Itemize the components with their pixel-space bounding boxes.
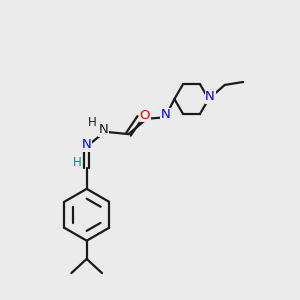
Text: H: H [73, 156, 82, 169]
Text: N: N [205, 90, 215, 103]
Text: O: O [140, 109, 150, 122]
Text: H: H [88, 116, 97, 129]
Text: N: N [99, 123, 108, 136]
Text: N: N [161, 109, 170, 122]
Text: N: N [82, 139, 92, 152]
